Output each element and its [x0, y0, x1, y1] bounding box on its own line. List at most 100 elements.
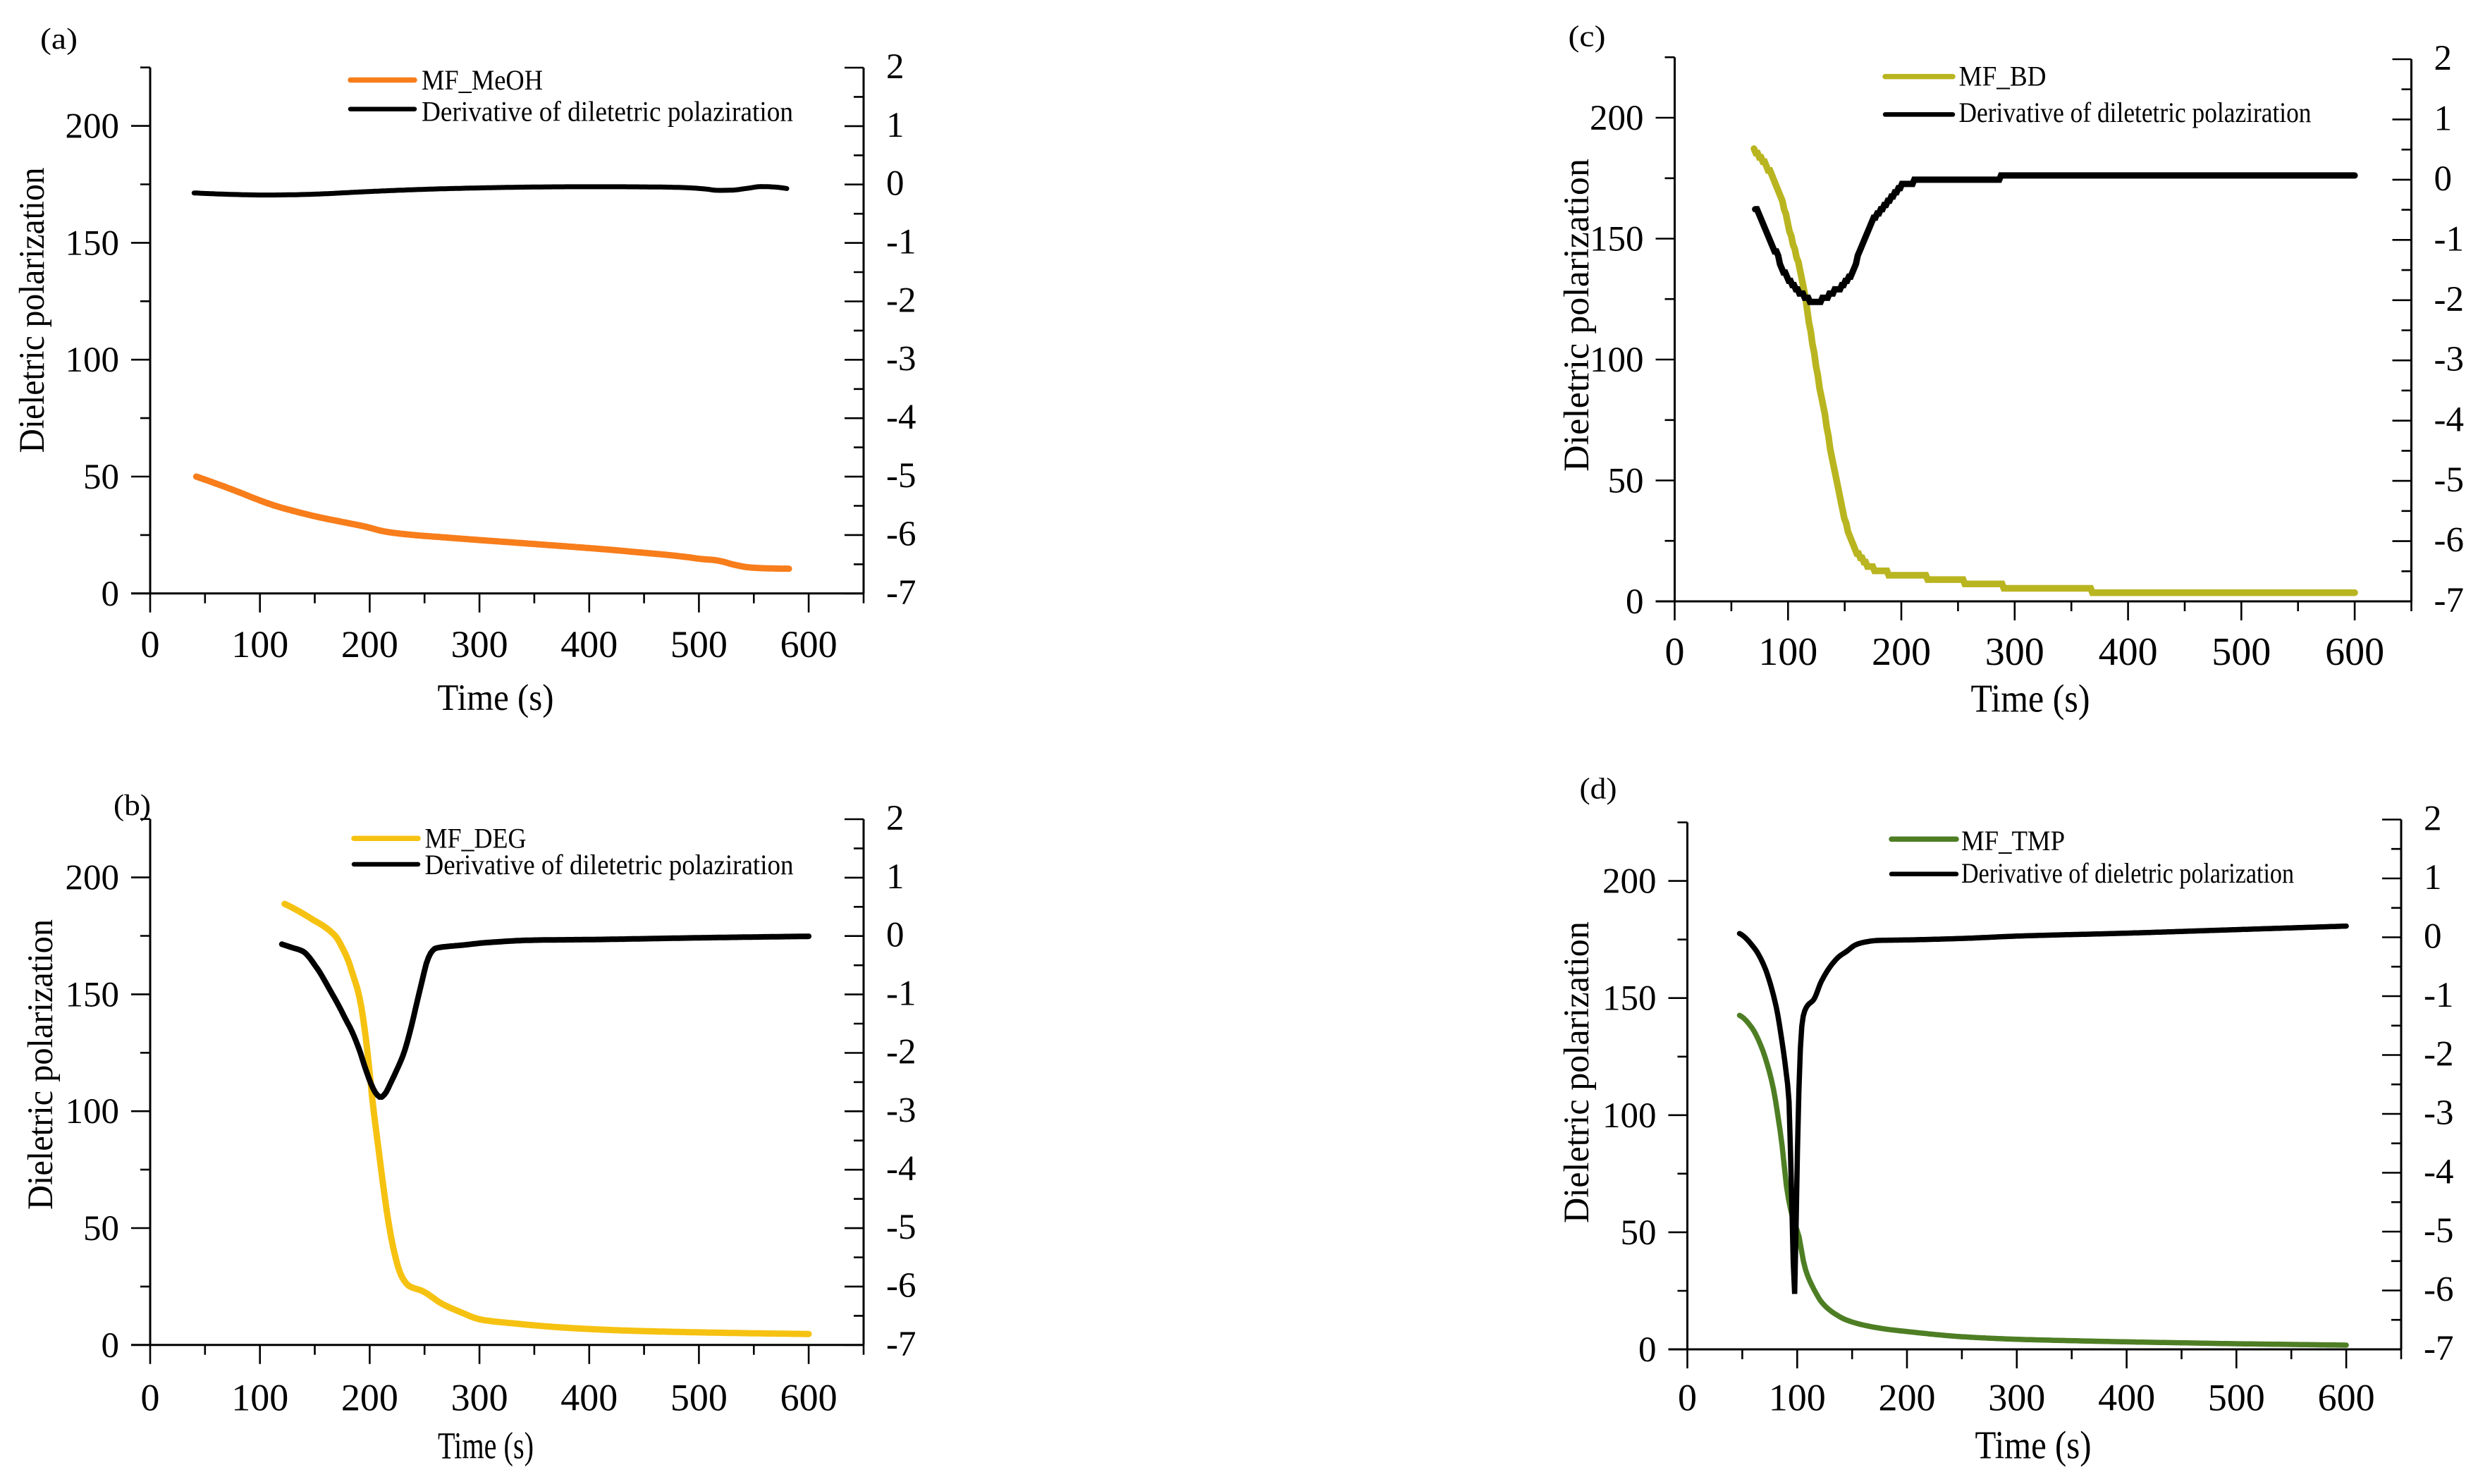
svg-text:200: 200: [341, 1377, 398, 1419]
svg-text:200: 200: [1872, 630, 1931, 674]
svg-text:200: 200: [1602, 862, 1657, 902]
svg-text:-7: -7: [886, 573, 916, 613]
svg-text:-7: -7: [2434, 581, 2464, 620]
svg-text:-4: -4: [2424, 1153, 2453, 1192]
svg-text:-2: -2: [2424, 1035, 2453, 1074]
svg-text:Dieletric polarization: Dieletric polarization: [21, 919, 61, 1210]
svg-text:50: 50: [1608, 462, 1644, 501]
svg-text:-2: -2: [2434, 280, 2464, 319]
svg-text:100: 100: [1602, 1096, 1657, 1136]
svg-text:-6: -6: [2424, 1270, 2453, 1310]
svg-text:-3: -3: [2424, 1093, 2453, 1133]
svg-text:100: 100: [66, 341, 120, 380]
svg-text:600: 600: [780, 1377, 838, 1419]
svg-text:600: 600: [780, 623, 838, 666]
svg-text:100: 100: [1590, 341, 1644, 380]
svg-text:150: 150: [66, 975, 120, 1014]
svg-text:-4: -4: [886, 1149, 916, 1189]
svg-text:-7: -7: [886, 1325, 916, 1364]
svg-text:600: 600: [2318, 1377, 2375, 1419]
svg-text:0: 0: [886, 916, 904, 955]
svg-text:0: 0: [141, 623, 160, 666]
svg-text:0: 0: [102, 1326, 120, 1366]
svg-text:100: 100: [1769, 1377, 1826, 1419]
svg-text:Dieletric polarization: Dieletric polarization: [13, 168, 52, 453]
svg-text:Time (s): Time (s): [1971, 677, 2090, 721]
svg-text:400: 400: [560, 623, 618, 666]
svg-text:50: 50: [83, 1209, 119, 1249]
svg-text:300: 300: [1985, 630, 2044, 674]
svg-text:(c): (c): [1569, 21, 1606, 54]
svg-text:MF_DEG: MF_DEG: [425, 822, 527, 854]
svg-text:-5: -5: [2424, 1211, 2453, 1251]
svg-text:500: 500: [670, 1377, 728, 1419]
svg-text:-4: -4: [2434, 400, 2464, 440]
svg-text:1: 1: [2434, 99, 2453, 138]
svg-text:Derivative of diletetric polaz: Derivative of diletetric polaziration: [425, 849, 794, 881]
svg-text:200: 200: [341, 623, 398, 666]
svg-text:-6: -6: [2434, 521, 2464, 560]
svg-text:Derivative of diletetric polaz: Derivative of diletetric polaziration: [1959, 97, 2312, 128]
svg-text:Dieletric polarization: Dieletric polarization: [1557, 159, 1597, 472]
svg-text:0: 0: [2434, 159, 2453, 199]
svg-text:Dieletric polarization: Dieletric polarization: [1557, 921, 1597, 1223]
svg-text:0: 0: [886, 164, 904, 204]
svg-text:200: 200: [1590, 99, 1644, 138]
svg-text:0: 0: [1665, 630, 1685, 674]
svg-text:300: 300: [451, 1377, 508, 1419]
svg-text:-2: -2: [886, 1033, 916, 1072]
svg-text:-1: -1: [886, 974, 916, 1014]
svg-text:1: 1: [2424, 858, 2442, 897]
svg-text:MF_BD: MF_BD: [1959, 61, 2047, 92]
svg-text:-5: -5: [886, 1208, 916, 1247]
svg-text:-6: -6: [886, 1266, 916, 1306]
svg-text:-1: -1: [886, 223, 916, 262]
svg-text:2: 2: [886, 799, 904, 838]
svg-text:200: 200: [66, 859, 120, 898]
svg-text:100: 100: [231, 623, 288, 666]
svg-text:-3: -3: [2434, 340, 2464, 379]
svg-text:-5: -5: [2434, 460, 2464, 500]
svg-text:-3: -3: [886, 1091, 916, 1130]
svg-text:-1: -1: [2424, 976, 2453, 1015]
svg-text:500: 500: [2208, 1377, 2265, 1419]
svg-text:150: 150: [66, 223, 120, 263]
svg-text:50: 50: [83, 458, 119, 497]
svg-text:0: 0: [1638, 1330, 1657, 1370]
svg-text:-5: -5: [886, 456, 916, 496]
svg-text:0: 0: [102, 575, 120, 614]
svg-text:MF_MeOH: MF_MeOH: [422, 64, 543, 96]
svg-text:-2: -2: [886, 281, 916, 321]
svg-text:300: 300: [451, 623, 508, 666]
svg-text:400: 400: [560, 1377, 618, 1419]
svg-text:Derivative of diletetric polaz: Derivative of diletetric polaziration: [422, 96, 793, 128]
svg-text:2: 2: [2434, 39, 2453, 78]
svg-text:0: 0: [141, 1377, 160, 1419]
svg-text:Time (s): Time (s): [438, 1425, 534, 1467]
svg-text:0: 0: [1626, 582, 1644, 622]
svg-text:200: 200: [1879, 1377, 1936, 1419]
svg-text:600: 600: [2325, 630, 2384, 674]
svg-text:-4: -4: [886, 398, 916, 437]
svg-text:150: 150: [1590, 220, 1644, 259]
svg-text:500: 500: [670, 623, 728, 666]
svg-text:(b): (b): [114, 790, 151, 822]
svg-text:2: 2: [2424, 799, 2442, 839]
svg-text:MF_TMP: MF_TMP: [1961, 825, 2065, 857]
svg-text:150: 150: [1602, 979, 1657, 1019]
svg-text:50: 50: [1621, 1213, 1657, 1253]
svg-text:400: 400: [2099, 630, 2158, 674]
svg-text:-1: -1: [2434, 219, 2464, 259]
svg-text:1: 1: [886, 857, 904, 897]
svg-text:300: 300: [1988, 1377, 2045, 1419]
svg-text:-3: -3: [886, 339, 916, 379]
svg-text:200: 200: [66, 107, 120, 147]
svg-text:100: 100: [66, 1092, 120, 1132]
svg-text:0: 0: [2424, 917, 2442, 957]
svg-text:-6: -6: [886, 515, 916, 554]
svg-text:100: 100: [231, 1377, 288, 1419]
svg-text:0: 0: [1678, 1377, 1697, 1419]
svg-text:Derivative of dieletric polari: Derivative of dieletric polarization: [1961, 857, 2294, 889]
svg-text:2: 2: [886, 47, 904, 87]
svg-text:(a): (a): [40, 23, 78, 56]
